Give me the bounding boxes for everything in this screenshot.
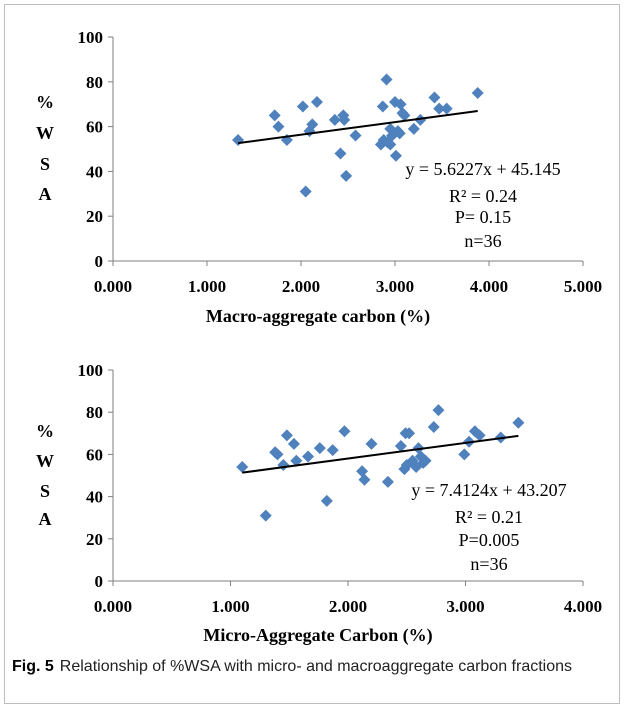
chart2-data-point [365,437,378,450]
chart2-y-tick-label: 20 [86,530,103,549]
chart1-data-point [272,120,285,133]
chart2-y-axis-label-char: % [36,421,54,441]
chart1-data-point [268,109,281,122]
chart1-trendline [237,110,478,145]
chart2-data-point [271,448,284,461]
chart1-data-point [389,149,402,162]
chart1-stat-annotation: y = 5.6227x + 45.145 [405,159,560,179]
chart1-y-axis-label-char: W [36,123,54,143]
chart1-stat-annotation: P= 0.15 [455,207,511,227]
chart2-y-axis-label-char: W [36,451,54,471]
chart1-data-point [393,127,406,140]
chart1-stat-annotation: n=36 [464,231,501,251]
caption-label: Fig. 5 [12,658,54,675]
chart2-stat-annotation: R² = 0.21 [455,507,523,527]
chart2-data-point [358,473,371,486]
chart2-data-point [419,454,432,467]
chart2-x-tick-label: 0.000 [94,597,132,616]
chart2-data-point [412,442,425,455]
chart1-data-point [299,185,312,198]
chart1-data-point [328,113,341,126]
chart1-x-tick-label: 0.000 [94,277,132,296]
chart1-x-tick-label: 2.000 [282,277,320,296]
chart1-y-tick-label: 40 [86,162,103,181]
chart2-y-tick-label: 80 [86,403,103,422]
chart2-data-point [400,458,413,471]
chart2-data-point [512,416,525,429]
chart1-y-tick-label: 0 [95,252,104,271]
chart2-data-point [302,450,315,463]
chart1-data-point [380,73,393,86]
chart1-data-point [471,87,484,99]
chart2-stat-annotation: P=0.005 [459,530,520,550]
chart2-data-point [458,448,471,461]
figure-charts: 0 20 40 60 80 100 0.000 1.000 2.000 3.000 4.000 5.0… [36,28,602,646]
chart2-data-point [287,437,300,450]
chart1-y-tick-label: 80 [86,73,103,92]
chart2-y-tick-label: 100 [78,361,104,380]
figure-caption: Fig. 5 Relationship of %WSA with micro- a… [12,656,612,677]
chart1-data-point [414,113,427,126]
chart2-data-point [326,444,339,457]
chart2-data-point [356,465,369,478]
chart2-stat-annotation: n=36 [470,554,507,574]
chart2-data-point [259,509,272,522]
chart2-data-point [381,475,394,488]
chart1-y-tick-label: 60 [86,118,103,137]
chart2-x-axis-label: Micro-Aggregate Carbon (%) [203,625,432,646]
chart1-x-axis-label: Macro-aggregate carbon (%) [206,306,430,327]
chart1-data-point [296,100,309,113]
chart2-data-point [320,494,333,507]
chart1-data-point [433,102,446,115]
chart1-y-tick-label: 20 [86,207,103,226]
caption-text: Relationship of %WSA with micro- and mac… [59,658,573,675]
chart2-y-axis-label-char: S [40,481,50,501]
chart1-data-point [349,129,362,142]
chart2-data-point [403,427,416,440]
chart2-trendline [242,434,519,474]
chart1-data-point [440,102,453,115]
chart2-data-point [394,439,407,452]
chart2-data-point [290,454,303,467]
chart2-x-tick-label: 3.000 [446,597,484,616]
chart1-y-axis-label-char: % [36,92,54,112]
chart1-stat-annotation: R² = 0.24 [449,186,517,206]
chart2-x-tick-label: 1.000 [211,597,249,616]
chart2-y-tick-label: 0 [95,572,104,591]
chart1-data-point [428,91,441,104]
chart1-data-point [407,122,420,135]
chart1-y-tick-label: 100 [78,28,104,47]
chart1-x-tick-label: 1.000 [188,277,226,296]
chart2-data-point [277,458,290,471]
chart1-y-axis-label-char: A [39,184,52,204]
chart2-data-point [236,461,249,474]
chart2-stat-annotation: y = 7.4124x + 43.207 [411,480,566,500]
chart2-data-point [427,420,440,433]
chart2-data-point [473,429,486,442]
chart1-data-point [338,113,351,126]
chart1-data-point [376,100,389,113]
chart2-x-tick-label: 2.000 [329,597,367,616]
chart1-data-point [340,169,353,182]
chart2-data-point [313,442,326,455]
chart1-y-axis-label-char: S [40,154,50,174]
chart2-data-point [432,404,445,417]
chart1-data-point [306,118,319,131]
chart1-data-point [334,147,347,160]
chart2-data-point [280,429,293,442]
chart1-x-tick-label: 5.000 [564,277,602,296]
chart1-data-point [310,95,323,108]
chart1-x-tick-label: 3.000 [376,277,414,296]
chart2-data-point [338,425,351,438]
chart1-data-point [394,98,407,111]
chart1-data-point [398,109,411,122]
chart1-data-point [232,134,245,147]
chart1-x-tick-label: 4.000 [470,277,508,296]
chart2-y-tick-label: 40 [86,488,103,507]
chart2-x-tick-label: 4.000 [564,597,602,616]
chart2-y-axis-label-char: A [39,509,52,529]
chart1-data-point [384,138,397,151]
chart2-y-tick-label: 60 [86,445,103,464]
